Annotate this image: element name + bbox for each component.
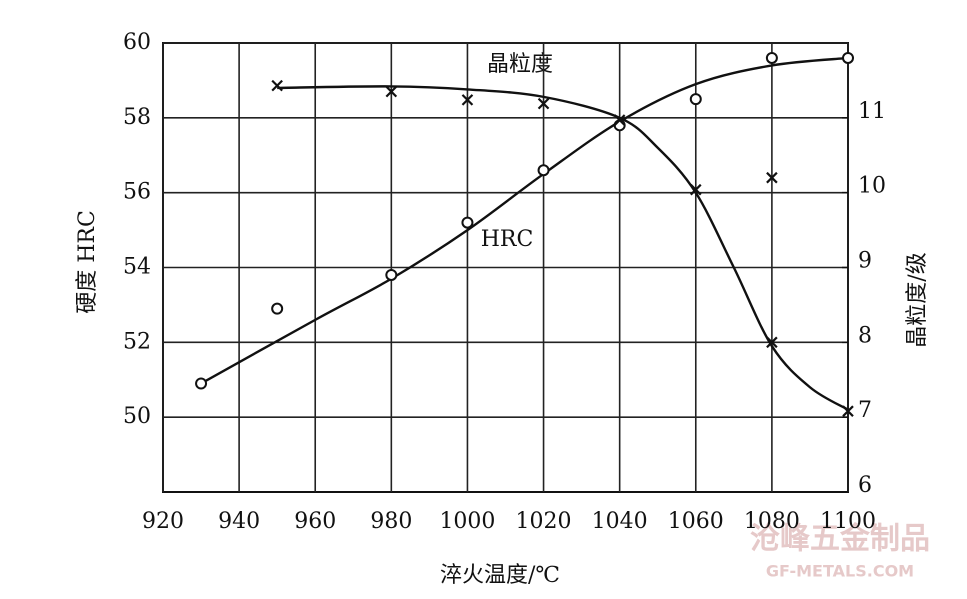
- point: [766, 336, 778, 349]
- y2-tick-label: 7: [858, 398, 872, 423]
- annotation: HRC: [481, 227, 534, 252]
- point: [195, 377, 208, 390]
- point: [613, 119, 626, 132]
- point: [613, 114, 626, 126]
- point: [461, 94, 474, 106]
- x-tick-label: 980: [370, 509, 412, 534]
- x-tick-label: 960: [294, 509, 336, 534]
- annotation: 晶粒度: [487, 52, 553, 77]
- point: [765, 51, 778, 64]
- y2-tick-label: 8: [858, 323, 872, 348]
- point: [461, 216, 474, 229]
- watermark-url: GF-METALS.COM: [766, 562, 914, 581]
- point: [271, 302, 284, 315]
- x-tick-label: 1020: [516, 509, 572, 534]
- y-axis-title: 硬度 HRC: [75, 210, 100, 314]
- x-tick-label: 940: [218, 509, 260, 534]
- point: [766, 171, 778, 184]
- point: [537, 164, 550, 177]
- watermark-name: 沧峰五金制品: [750, 522, 930, 557]
- x-axis-title: 淬火温度/℃: [440, 563, 560, 588]
- point: [842, 51, 854, 64]
- x-tick-label: 1040: [592, 509, 648, 534]
- point: [385, 85, 398, 98]
- y2-tick-label: 6: [858, 473, 872, 498]
- point: [271, 79, 283, 92]
- y-tick-label: 60: [123, 30, 151, 55]
- y2-tick-label: 10: [858, 174, 886, 199]
- y2-tick-label: 9: [858, 249, 872, 274]
- point: [689, 93, 702, 106]
- y-tick-label: 56: [123, 180, 151, 205]
- y-tick-label: 52: [123, 329, 151, 354]
- y2-axis-title: 晶粒度/级: [905, 252, 930, 347]
- curve: [200, 56, 849, 385]
- x-tick-label: 1060: [668, 509, 724, 534]
- point: [690, 183, 702, 196]
- x-tick-label: 1000: [439, 509, 495, 534]
- y2-tick-label: 11: [858, 99, 886, 124]
- curve: [277, 85, 849, 411]
- y-tick-label: 50: [123, 404, 151, 429]
- y-tick-label: 54: [123, 255, 151, 280]
- x-tick-label: 920: [142, 509, 184, 534]
- point: [385, 268, 398, 281]
- point: [537, 97, 550, 110]
- y-tick-label: 58: [123, 105, 151, 130]
- x-tick-label: 1080: [744, 509, 800, 534]
- x-tick-label: 1100: [820, 509, 876, 534]
- point: [842, 405, 854, 417]
